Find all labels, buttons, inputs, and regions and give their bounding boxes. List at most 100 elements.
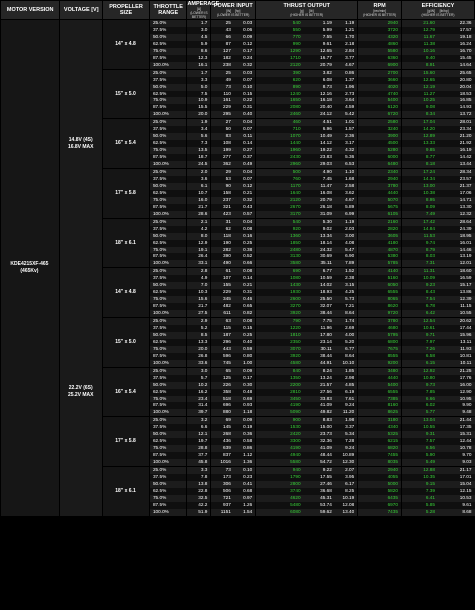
amperage-cell: 32.5 xyxy=(186,494,211,502)
voltage-cell: 22.2V (6S) 25.2V MAX xyxy=(59,267,104,517)
table-row: 22.2V (6S) 25.2V MAX 14" x 4.8 25.0% 2.8 61 0… xyxy=(1,267,475,517)
thrust-oz-cell: 8.83 xyxy=(303,416,335,425)
thrust-g-cell: 3270 xyxy=(255,303,304,311)
amperage-cell: 33.1 xyxy=(186,260,211,269)
throttle-cell: 37.5% xyxy=(149,424,187,432)
efficiency-lbhp-cell: 13.86 xyxy=(437,289,475,297)
efficiency-lbhp-cell: 10.11 xyxy=(437,359,475,368)
performance-table: MOTOR VERSION VOLTAGE [V] PROPELLER SIZE… xyxy=(0,0,475,517)
power-hp-cell: 0.04 xyxy=(233,118,256,127)
efficiency-lbhp-cell: 12.90 xyxy=(437,388,475,396)
table-row: 50.0% 12.1 268 0.36 2420 23.73 5.34 5325 9.31 15.… xyxy=(1,431,475,439)
power-w-cell: 182 xyxy=(210,54,234,62)
thrust-g-cell: 1080 xyxy=(255,275,304,283)
power-w-cell: 145 xyxy=(210,424,234,432)
header-power-input: POWER INPUT [W] [hp] (LOWER IS BETTER) xyxy=(210,0,257,20)
efficiency-lbhp-cell: 14.93 xyxy=(437,104,475,112)
thrust-lb-cell: 1.19 xyxy=(334,218,358,226)
efficiency-gw-cell: 7.31 xyxy=(401,260,438,269)
rpm-cell: 8035 xyxy=(357,459,402,468)
thrust-lb-cell: 1.57 xyxy=(334,126,358,134)
table-row: 87.5% 31.4 696 0.93 4190 41.09 9.24 8160 6.02 9.9… xyxy=(1,402,475,410)
rpm-cell: 5070 xyxy=(357,196,402,204)
throttle-cell: 75.0% xyxy=(149,147,187,155)
efficiency-lbhp-cell: 28.64 xyxy=(437,218,475,226)
efficiency-lbhp-cell: 20.80 xyxy=(437,76,475,84)
table-row: 87.5% 12.3 182 0.24 1710 16.77 3.77 6360 9.40 15.… xyxy=(1,54,475,62)
rpm-cell: 3660 xyxy=(357,76,402,84)
power-hp-cell: 0.37 xyxy=(233,154,256,162)
thrust-g-cell: 3300 xyxy=(255,438,304,446)
thrust-g-cell: 1350 xyxy=(255,374,304,382)
power-w-cell: 937 xyxy=(210,501,234,509)
thrust-lb-cell: 7.28 xyxy=(334,438,358,446)
throttle-cell: 100.0% xyxy=(149,161,187,170)
throttle-cell: 50.0% xyxy=(149,381,187,389)
efficiency-lbhp-cell: 13.19 xyxy=(437,253,475,261)
rpm-cell: 6215 xyxy=(357,438,402,446)
thrust-oz-cell: 1.19 xyxy=(303,19,335,27)
thrust-lb-cell: 1.68 xyxy=(334,175,358,183)
table-row: 50.0% 5.6 83 0.11 1070 10.49 2.36 3900 12.89 21.2… xyxy=(1,133,475,141)
thrust-lb-cell: 5.73 xyxy=(334,296,358,304)
power-hp-cell: 0.03 xyxy=(233,69,256,77)
thrust-oz-cell: 15.00 xyxy=(303,424,335,432)
thrust-unit-g: [g] xyxy=(299,9,304,13)
thrust-lb-cell: 2.18 xyxy=(334,40,358,48)
efficiency-gw-cell: 11.38 xyxy=(401,40,438,48)
thrust-lb-cell: 5.47 xyxy=(334,246,358,254)
amperage-cell: 3.2 xyxy=(186,416,211,425)
throttle-cell: 37.5% xyxy=(149,474,187,481)
power-unit-hp: [hp] xyxy=(234,9,241,13)
throttle-cell: 100.0% xyxy=(149,210,187,219)
amperage-cell: 21.7 xyxy=(186,203,211,211)
thrust-g-cell: 2460 xyxy=(255,111,304,120)
thrust-lb-cell: 4.25 xyxy=(334,289,358,297)
efficiency-gw-cell: 7.49 xyxy=(401,210,438,219)
thrust-lb-cell: 1.01 xyxy=(334,118,358,127)
thrust-g-cell: 2080 xyxy=(255,104,304,112)
throttle-cell: 75.0% xyxy=(149,97,187,105)
thrust-g-cell: 2800 xyxy=(255,480,304,488)
thrust-oz-cell: 31.09 xyxy=(303,210,335,219)
thrust-oz-cell: 8.24 xyxy=(303,367,335,375)
table-row: 62.5% 12.9 190 0.25 1850 18.14 4.08 4180 9.74 16.… xyxy=(1,239,475,247)
efficiency-gw-cell: 21.60 xyxy=(401,19,438,27)
thrust-oz-cell: 29.03 xyxy=(303,161,335,170)
amperage-cell: 10.3 xyxy=(186,289,211,297)
table-row: 87.5% 21.7 482 0.65 3270 32.07 7.21 8620 6.78 11.… xyxy=(1,303,475,311)
throttle-cell: 87.5% xyxy=(149,253,187,261)
efficiency-gw-cell: 17.42 xyxy=(401,218,438,226)
throttle-cell: 87.5% xyxy=(149,154,187,162)
power-hp-cell: 0.15 xyxy=(233,90,256,98)
thrust-g-cell: 690 xyxy=(255,267,304,276)
rpm-cell: 2940 xyxy=(357,19,402,27)
power-hp-cell: 0.43 xyxy=(233,203,256,211)
table-row: 87.5% 18.7 277 0.37 2430 23.83 5.36 6000 8.77 14.… xyxy=(1,154,475,162)
thrust-oz-cell: 6.08 xyxy=(303,76,335,84)
rpm-cell: 5400 xyxy=(357,97,402,105)
table-row: 100.0% 33.6 745 1.00 4580 44.91 10.10 9200 6.15 1… xyxy=(1,359,475,368)
thrust-lb-cell: 1.70 xyxy=(334,33,358,41)
header-efficiency: EFFICIENCY [g/W] [lb/hp] (HIGHER IS BETT… xyxy=(401,0,475,20)
amperage-cell: 5.9 xyxy=(186,40,211,48)
efficiency-lbhp-cell: 15.45 xyxy=(437,54,475,62)
thrust-oz-cell: 13.34 xyxy=(303,232,335,240)
rpm-cell: 6105 xyxy=(357,210,402,219)
table-row: 87.5% 15.5 229 0.31 2080 20.40 4.59 6120 9.08 14.… xyxy=(1,104,475,112)
power-w-cell: 65 xyxy=(210,367,234,375)
rpm-cell: 6435 xyxy=(357,494,402,502)
thrust-oz-cell: 13.24 xyxy=(303,374,335,382)
thrust-lb-cell: 7.21 xyxy=(334,303,358,311)
efficiency-gw-cell: 6.78 xyxy=(401,303,438,311)
thrust-g-cell: 790 xyxy=(255,317,304,325)
efficiency-lbhp-cell: 17.76 xyxy=(437,374,475,382)
amperage-cell: 33.6 xyxy=(186,359,211,368)
efficiency-lbhp-cell: 12.01 xyxy=(437,260,475,269)
thrust-oz-cell: 33.83 xyxy=(303,395,335,403)
amperage-cell: 6.1 xyxy=(186,182,211,190)
power-hp-cell: 0.38 xyxy=(233,246,256,254)
power-w-cell: 87 xyxy=(210,40,234,48)
table-row: 16" x 5.4 25.0% 3.0 65 0.09 840 8.24 1.85 3480 12… xyxy=(1,367,475,418)
throttle-cell: 37.5% xyxy=(149,76,187,84)
